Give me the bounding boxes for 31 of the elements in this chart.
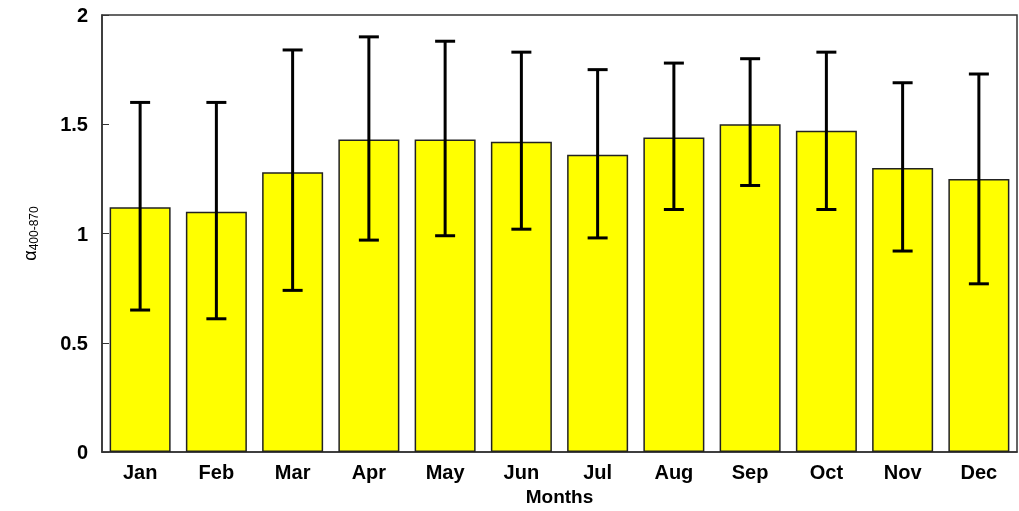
- x-tick-label: Oct: [809, 461, 844, 484]
- y-tick-label: 0: [76, 441, 88, 464]
- bar: [338, 139, 400, 453]
- bar: [872, 167, 934, 453]
- bar: [262, 172, 324, 453]
- x-tick-label: Apr: [351, 461, 387, 484]
- bar: [795, 130, 857, 453]
- x-tick-label: Jul: [583, 461, 613, 484]
- bar: [185, 211, 247, 453]
- y-tick-label: 0.5: [60, 331, 88, 354]
- y-tick-label: 1: [76, 222, 88, 245]
- x-tick-label: Aug: [654, 461, 694, 484]
- x-axis-title: Months: [525, 486, 594, 507]
- bar: [719, 124, 781, 453]
- x-tick-label: Jan: [122, 461, 158, 484]
- x-tick-label: Mar: [274, 461, 311, 484]
- y-axis-title: α400-870: [20, 206, 41, 261]
- x-tick-label: Nov: [883, 461, 923, 484]
- y-tick-label: 1.5: [60, 113, 88, 136]
- bar: [567, 154, 629, 453]
- x-tick-label: Jun: [503, 461, 540, 484]
- bar: [643, 137, 705, 453]
- bar: [948, 178, 1010, 453]
- x-tick-label: Dec: [960, 461, 998, 484]
- x-tick-label: Sep: [731, 461, 769, 484]
- x-tick-label: Feb: [198, 461, 235, 484]
- bar: [490, 141, 552, 453]
- bar: [414, 139, 476, 453]
- bar: [109, 207, 171, 453]
- y-tick-label: 2: [76, 4, 88, 26]
- x-tick-label: May: [425, 461, 466, 484]
